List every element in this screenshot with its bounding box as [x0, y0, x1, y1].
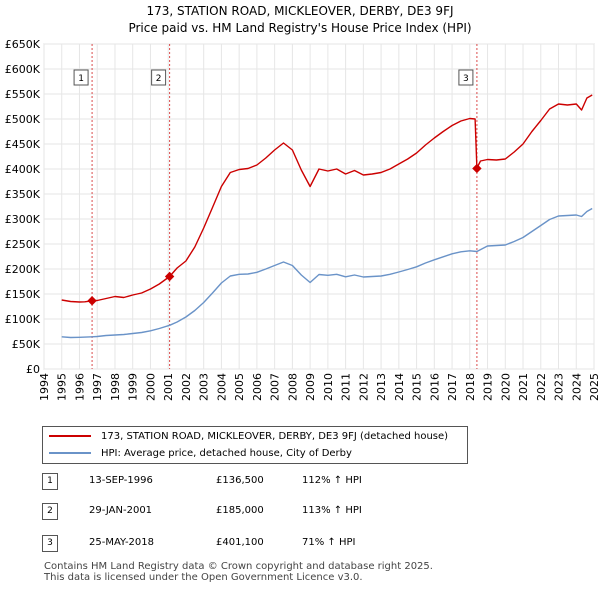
- x-tick-label: 2018: [464, 373, 477, 401]
- x-tick-label: 2003: [198, 373, 211, 401]
- x-tick-label: 1998: [109, 373, 122, 401]
- sale-point: [164, 271, 175, 282]
- sale-hpi-change: 113% ↑ HPI: [302, 505, 362, 516]
- sale-number-badge: 2: [42, 503, 58, 520]
- y-tick-label: £200K: [5, 263, 41, 276]
- sale-hpi-change: 71% ↑ HPI: [302, 537, 356, 548]
- x-tick-label: 2020: [499, 373, 512, 401]
- footer-licence: This data is licensed under the Open Gov…: [44, 572, 363, 583]
- x-tick-label: 2023: [553, 373, 566, 401]
- sale-row: 2 29-JAN-2001 £185,000 113% ↑ HPI: [42, 502, 462, 522]
- property-series-line: [61, 94, 593, 303]
- legend-item-hpi: HPI: Average price, detached house, City…: [49, 445, 352, 461]
- sale-number-label: 2: [156, 74, 162, 84]
- legend-line-property: [49, 435, 91, 437]
- sale-point: [87, 296, 97, 306]
- hpi-series-line: [61, 207, 593, 339]
- x-tick-label: 2006: [251, 373, 264, 401]
- y-tick-label: £400K: [5, 163, 41, 176]
- sale-price: £401,100: [216, 537, 264, 548]
- x-tick-label: 2001: [162, 373, 175, 401]
- price-chart: £0 £50K £100K £150K £200K £250K £300K £350K £400…: [5, 38, 600, 401]
- y-tick-label: £600K: [5, 63, 41, 76]
- plot-area: [43, 43, 595, 370]
- y-tick-label: £650K: [5, 38, 41, 51]
- y-tick-label: £150K: [5, 288, 41, 301]
- sale-point: [472, 163, 482, 174]
- x-tick-label: 2022: [535, 373, 548, 401]
- legend-line-hpi: [49, 452, 91, 454]
- y-tick-label: £500K: [5, 113, 41, 126]
- y-tick-label: £250K: [5, 238, 41, 251]
- sale-row: 3 25-MAY-2018 £401,100 71% ↑ HPI: [42, 534, 462, 554]
- y-tick-label: £550K: [5, 88, 41, 101]
- sale-number-badge: 1: [42, 473, 58, 490]
- x-tick-label: 2011: [340, 373, 353, 401]
- sale-number-label: 1: [78, 74, 84, 84]
- x-tick-label: 2000: [144, 373, 157, 401]
- legend-label-property: 173, STATION ROAD, MICKLEOVER, DERBY, DE…: [101, 430, 449, 442]
- x-tick-label: 2019: [482, 373, 495, 401]
- chart-title: 173, STATION ROAD, MICKLEOVER, DERBY, DE…: [146, 4, 454, 18]
- y-tick-label: £50K: [12, 338, 41, 351]
- y-tick-label: £450K: [5, 138, 41, 151]
- footer-copyright: Contains HM Land Registry data © Crown c…: [44, 561, 433, 572]
- x-tick-label: 2015: [411, 373, 424, 401]
- sale-number-box: [458, 69, 474, 86]
- x-tick-label: 2012: [357, 373, 370, 401]
- sale-number-box: [73, 69, 89, 86]
- x-tick-label: 2007: [269, 373, 282, 401]
- x-tick-label: 2004: [215, 373, 228, 401]
- x-tick-label: 2024: [570, 373, 583, 401]
- y-tick-label: £350K: [5, 188, 41, 201]
- x-tick-label: 2021: [517, 373, 530, 401]
- sale-number-label: 3: [463, 74, 469, 84]
- sale-price: £136,500: [216, 475, 264, 486]
- x-tick-label: 2025: [588, 373, 600, 401]
- sale-number-badge: 3: [42, 535, 58, 552]
- sale-date: 13-SEP-1996: [89, 475, 153, 486]
- sale-hpi-change: 112% ↑ HPI: [302, 475, 362, 486]
- sale-price: £185,000: [216, 505, 264, 516]
- x-tick-label: 1997: [91, 373, 104, 401]
- x-tick-label: 1996: [73, 373, 86, 401]
- chart-subtitle: Price paid vs. HM Land Registry's House …: [128, 21, 472, 35]
- x-tick-label: 1994: [38, 373, 51, 401]
- x-tick-label: 2008: [286, 373, 299, 401]
- sale-date: 29-JAN-2001: [89, 505, 153, 516]
- x-tick-label: 2014: [393, 373, 406, 401]
- y-tick-label: £300K: [5, 213, 41, 226]
- x-tick-label: 1995: [56, 373, 69, 401]
- x-tick-label: 2010: [322, 373, 335, 401]
- sale-date: 25-MAY-2018: [89, 537, 155, 548]
- y-tick-label: £0: [26, 363, 40, 376]
- chart-legend: 173, STATION ROAD, MICKLEOVER, DERBY, DE…: [42, 426, 468, 464]
- legend-item-property: 173, STATION ROAD, MICKLEOVER, DERBY, DE…: [49, 428, 448, 444]
- x-tick-label: 2013: [375, 373, 388, 401]
- x-tick-label: 2009: [304, 373, 317, 401]
- x-tick-label: 2017: [446, 373, 459, 401]
- x-tick-label: 2016: [428, 373, 441, 401]
- x-tick-label: 2002: [180, 373, 193, 401]
- legend-label-hpi: HPI: Average price, detached house, City…: [101, 447, 352, 459]
- sale-row: 1 13-SEP-1996 £136,500 112% ↑ HPI: [42, 472, 462, 492]
- x-tick-label: 1999: [127, 373, 140, 401]
- sale-number-box: [151, 69, 167, 86]
- y-tick-label: £100K: [5, 313, 41, 326]
- x-tick-label: 2005: [233, 373, 246, 401]
